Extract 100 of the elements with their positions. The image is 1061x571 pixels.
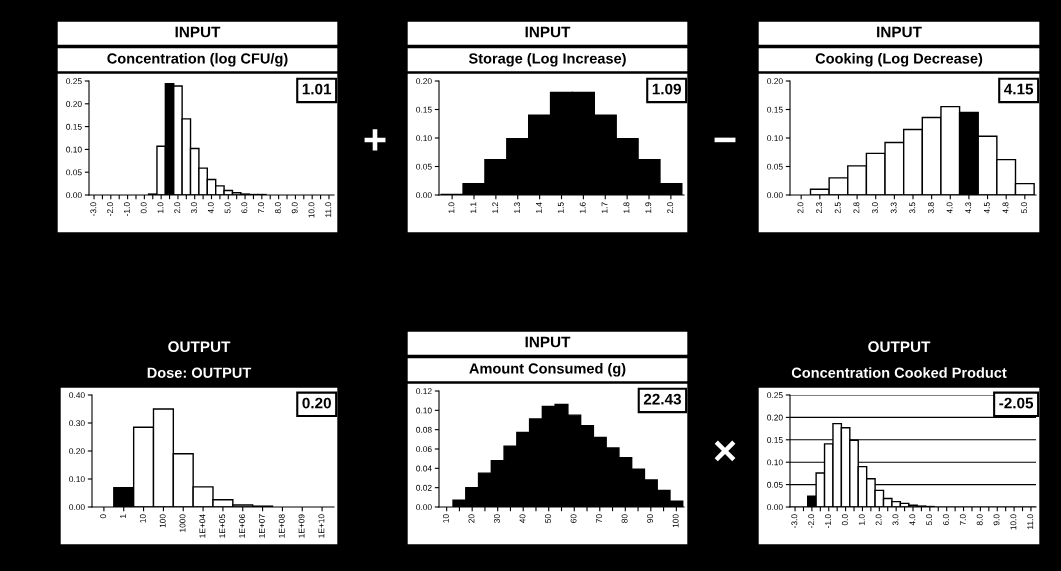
y-tick-label: 0.15 bbox=[767, 106, 783, 113]
x-tick-label: 1E+06 bbox=[239, 514, 245, 538]
x-tick-label: 3.0 bbox=[872, 202, 878, 214]
chart-title: INPUT bbox=[525, 336, 571, 348]
x-tick-label: 90 bbox=[647, 514, 654, 523]
chart-subtitle: Concentration (log CFU/g) bbox=[107, 52, 288, 67]
annotation: 1.09 bbox=[652, 83, 681, 95]
chart-title: OUTPUT bbox=[168, 341, 231, 353]
x-tick-label: -2.0 bbox=[107, 202, 114, 216]
x-tick-label: 1.4 bbox=[536, 202, 542, 213]
x-tick-label: 4.0 bbox=[207, 202, 214, 214]
x-tick-label: -1.0 bbox=[123, 202, 130, 216]
x-tick-label: 3.5 bbox=[909, 202, 916, 214]
x-tick-label: 11.0 bbox=[325, 202, 332, 217]
x-tick-label: 5.0 bbox=[926, 514, 933, 526]
y-tick-label: 0.20 bbox=[66, 101, 82, 107]
chart-subtitle: Dose: OUTPUT bbox=[147, 367, 252, 378]
x-tick-label: 5.0 bbox=[224, 202, 231, 214]
x-tick-label: 3.8 bbox=[927, 202, 934, 214]
x-tick-label: 9.0 bbox=[993, 514, 1000, 526]
y-tick-label: 0.00 bbox=[69, 504, 85, 511]
annotation: 0.20 bbox=[302, 397, 331, 409]
annotation: -2.05 bbox=[999, 397, 1034, 409]
x-tick-label: 3.3 bbox=[890, 202, 897, 214]
y-tick-label: 0.15 bbox=[416, 106, 432, 113]
y-tick-label: 0.25 bbox=[66, 78, 82, 85]
y-tick-label: 0.05 bbox=[767, 163, 783, 170]
x-tick-label: 40 bbox=[519, 514, 526, 524]
x-tick-label: 1000 bbox=[179, 514, 186, 532]
y-tick-label: 0.05 bbox=[66, 169, 82, 176]
chart-title: OUTPUT bbox=[868, 341, 931, 353]
x-tick-label: -3.0 bbox=[791, 514, 798, 528]
chart-title: INPUT bbox=[877, 26, 922, 38]
x-tick-label: 1.2 bbox=[492, 202, 499, 213]
x-tick-label: 4.8 bbox=[1002, 202, 1009, 214]
x-tick-label: 1.0 bbox=[448, 202, 455, 213]
chart-subtitle: Amount Consumed (g) bbox=[469, 362, 626, 377]
chart-subtitle: Cooking (Log Decrease) bbox=[815, 52, 983, 67]
y-tick-label: 0.10 bbox=[66, 146, 82, 153]
annotation: 4.15 bbox=[1004, 83, 1034, 95]
x-tick-label: 100 bbox=[159, 514, 166, 528]
x-tick-label: 4.0 bbox=[909, 514, 916, 526]
chart-subtitle: Storage (Log Increase) bbox=[468, 52, 626, 67]
x-tick-label: -2.0 bbox=[808, 514, 815, 528]
x-tick-label: 30 bbox=[494, 514, 500, 523]
y-tick-label: 0.10 bbox=[767, 135, 783, 142]
x-tick-label: 4.3 bbox=[965, 202, 972, 214]
x-tick-label: 10 bbox=[442, 514, 449, 523]
x-tick-label: 4.0 bbox=[946, 202, 953, 214]
x-tick-label: 1E+09 bbox=[298, 514, 305, 538]
y-tick-label: 0.10 bbox=[69, 476, 85, 483]
x-tick-label: 60 bbox=[570, 514, 577, 523]
x-tick-label: 1.3 bbox=[514, 202, 520, 213]
x-tick-label: 70 bbox=[596, 514, 603, 523]
x-tick-label: 0.0 bbox=[140, 202, 147, 214]
y-tick-label: 0.10 bbox=[767, 459, 783, 466]
chart-title: INPUT bbox=[175, 26, 221, 38]
text: − bbox=[714, 137, 736, 143]
x-tick-label: 0 bbox=[100, 514, 107, 519]
y-tick-label: 0.10 bbox=[416, 407, 432, 414]
x-tick-label: 1.8 bbox=[623, 202, 630, 213]
x-tick-label: 3.0 bbox=[191, 202, 197, 214]
x-tick-label: 3.0 bbox=[892, 514, 899, 526]
x-tick-label: 0.0 bbox=[841, 514, 848, 526]
y-tick-label: 0.40 bbox=[69, 392, 85, 399]
x-tick-label: 4.5 bbox=[983, 202, 990, 214]
y-tick-label: 0.08 bbox=[416, 426, 432, 433]
x-tick-label: 2.0 bbox=[797, 202, 804, 214]
x-tick-label: 1.9 bbox=[645, 202, 652, 213]
x-tick-label: 2.5 bbox=[834, 202, 841, 214]
y-tick-label: 0.30 bbox=[69, 420, 85, 427]
text: × bbox=[714, 440, 736, 462]
y-tick-label: 0.20 bbox=[767, 414, 783, 421]
x-tick-label: 1E+08 bbox=[278, 514, 285, 538]
y-tick-label: 0.12 bbox=[416, 388, 432, 395]
x-tick-label: 1.1 bbox=[470, 202, 477, 213]
y-tick-label: 0.00 bbox=[767, 192, 783, 199]
x-tick-label: 100 bbox=[672, 514, 679, 528]
x-tick-label: 2.3 bbox=[816, 202, 823, 214]
y-tick-label: 0.02 bbox=[416, 484, 432, 491]
x-tick-label: 2.8 bbox=[853, 202, 860, 214]
y-tick-label: 0.20 bbox=[416, 78, 432, 85]
y-tick-label: 0.10 bbox=[416, 135, 432, 142]
y-tick-label: 0.25 bbox=[767, 392, 783, 399]
y-tick-label: 0.05 bbox=[767, 481, 783, 488]
x-tick-label: 20 bbox=[468, 514, 475, 523]
x-tick-label: 80 bbox=[621, 514, 628, 523]
y-tick-label: 0.20 bbox=[69, 448, 85, 455]
x-tick-label: 10.0 bbox=[1010, 514, 1017, 530]
x-tick-label: 1E+07 bbox=[258, 514, 265, 538]
x-tick-label: 2.0 bbox=[174, 202, 181, 214]
chart-subtitle: Concentration Cooked Product bbox=[791, 367, 1007, 378]
x-tick-label: 1E+04 bbox=[199, 514, 206, 538]
x-tick-label: 8.0 bbox=[274, 202, 281, 214]
x-tick-label: -1.0 bbox=[825, 514, 831, 528]
y-tick-label: 0.00 bbox=[416, 192, 432, 199]
x-tick-label: 7.0 bbox=[258, 202, 265, 214]
x-tick-label: 5.0 bbox=[1021, 202, 1028, 214]
annotation: 22.43 bbox=[643, 393, 681, 405]
y-tick-label: 0.00 bbox=[416, 504, 432, 511]
